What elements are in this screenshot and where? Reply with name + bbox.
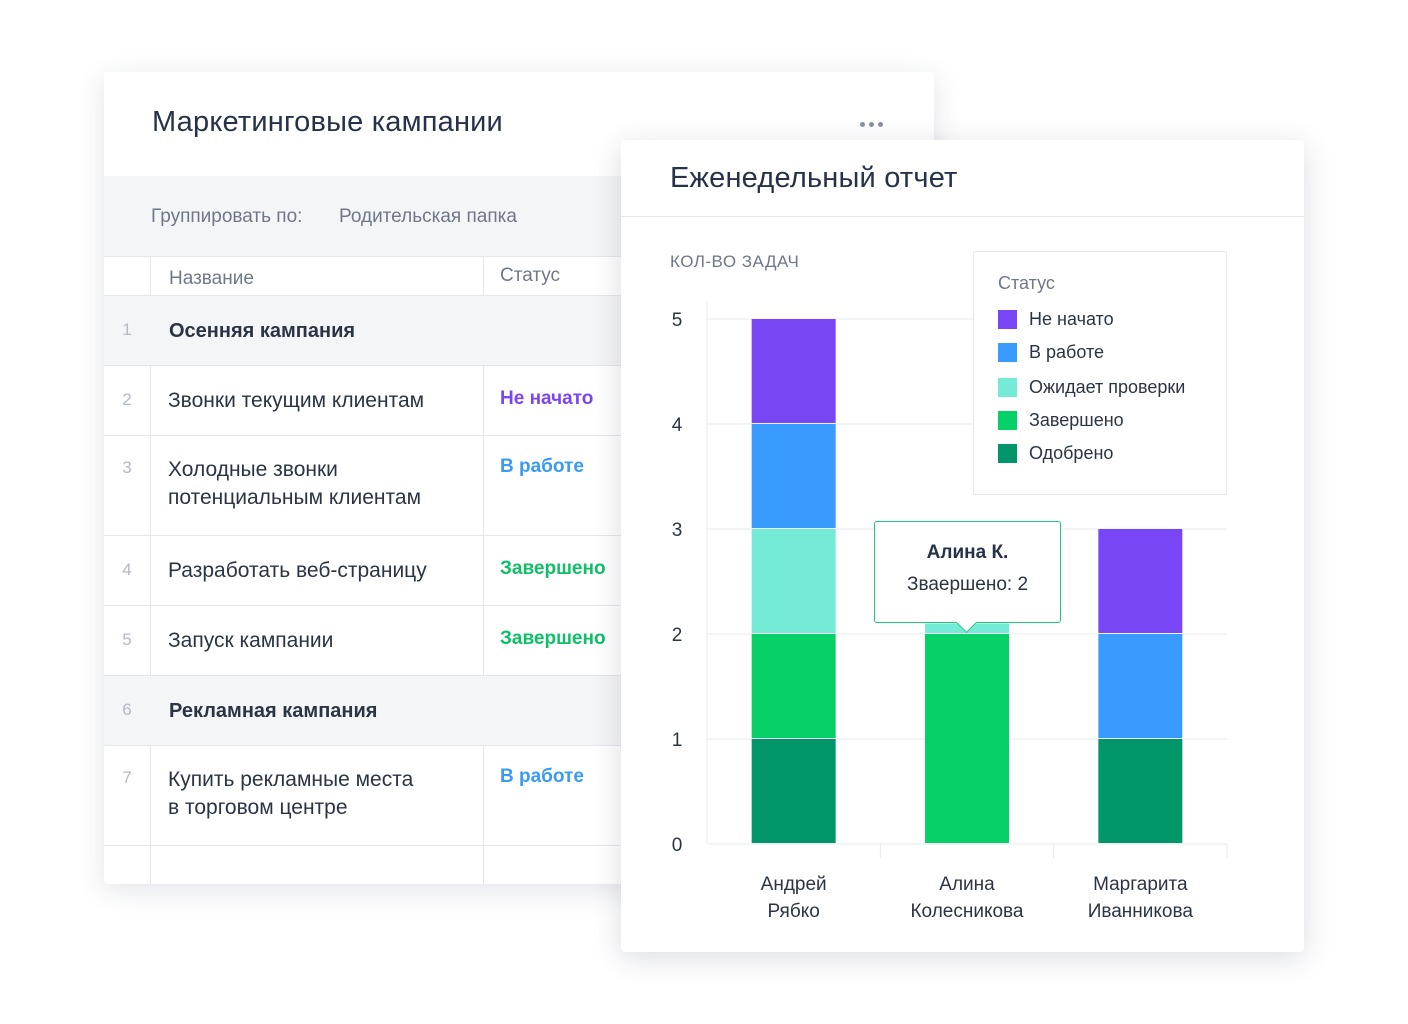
column-divider bbox=[483, 256, 484, 884]
row-number: 7 bbox=[122, 768, 132, 787]
legend-item[interactable]: Не начато bbox=[998, 309, 1114, 330]
x-tick-label: Рябко bbox=[768, 901, 820, 922]
group-by-label: Группировать по: bbox=[151, 206, 303, 227]
bar-segment bbox=[751, 634, 836, 738]
legend-label: Одобрено bbox=[1029, 443, 1114, 463]
legend-swatch bbox=[998, 310, 1017, 329]
stacked-bar-chart: 0 1 2 3 4 5 Андрей Рябко Алина Колесникова Маргари… bbox=[672, 301, 1228, 922]
title-divider bbox=[621, 216, 1304, 217]
task-name[interactable]: Холодные звонки потенциальным клиентам bbox=[168, 458, 422, 509]
group-name[interactable]: Осенняя кампания bbox=[169, 320, 356, 342]
row-number: 3 bbox=[122, 458, 132, 477]
y-tick-label: 4 bbox=[672, 415, 683, 436]
legend-swatch bbox=[998, 378, 1017, 397]
table-row[interactable]: 2 Звонки текущим клиентам Не начато bbox=[104, 365, 934, 435]
legend-label: Ожидает проверки bbox=[1029, 377, 1186, 397]
weekly-report-card: Еженедельный отчет КОЛ-ВО ЗАДАЧ 0 1 2 3 4 5 Ан… bbox=[621, 140, 1304, 952]
legend-item[interactable]: Ожидает проверки bbox=[998, 377, 1185, 398]
status-badge[interactable]: Не начато bbox=[500, 388, 594, 409]
legend-swatch bbox=[998, 411, 1017, 430]
bar-segment bbox=[1098, 529, 1183, 633]
table-row[interactable]: 5 Запуск кампании Завершено bbox=[104, 605, 934, 675]
task-name[interactable]: Звонки текущим клиентам bbox=[168, 389, 425, 412]
row-number: 5 bbox=[122, 630, 132, 649]
table-row[interactable]: 3 Холодные звонки потенциальным клиентам В… bbox=[104, 435, 934, 535]
task-name[interactable]: Разработать веб-страницу bbox=[168, 559, 427, 582]
row-number: 2 bbox=[122, 390, 132, 409]
legend-item[interactable]: Завершено bbox=[998, 410, 1124, 431]
legend-item[interactable]: В работе bbox=[998, 342, 1104, 363]
bar-segment bbox=[1098, 634, 1183, 738]
row-number: 6 bbox=[122, 700, 132, 719]
y-axis-label: КОЛ-ВО ЗАДАЧ bbox=[670, 252, 800, 271]
bar-segment bbox=[751, 529, 836, 633]
status-badge[interactable]: Завершено bbox=[500, 628, 606, 649]
bar-segment bbox=[751, 319, 836, 423]
y-tick-label: 5 bbox=[672, 310, 683, 331]
legend-swatch bbox=[998, 343, 1017, 362]
group-name[interactable]: Рекламная кампания bbox=[169, 700, 378, 722]
group-by-value[interactable]: Родительская папка bbox=[339, 206, 517, 227]
bar-segment bbox=[1098, 739, 1183, 843]
legend-item[interactable]: Одобрено bbox=[998, 443, 1113, 464]
tooltip-name: Алина К. bbox=[926, 542, 1009, 563]
empty-row[interactable] bbox=[104, 845, 934, 884]
bar-segment bbox=[751, 424, 836, 528]
more-horizontal-icon[interactable] bbox=[860, 116, 890, 132]
table-card-title: Маркетинговые кампании bbox=[152, 106, 503, 138]
x-tick-label: Маргарита bbox=[1093, 874, 1188, 895]
y-tick-label: 2 bbox=[672, 625, 683, 646]
table-row[interactable]: 4 Разработать веб-страницу Завершено bbox=[104, 535, 934, 605]
task-name[interactable]: Запуск кампании bbox=[168, 629, 334, 652]
y-tick-label: 0 bbox=[672, 835, 683, 856]
column-divider bbox=[150, 256, 151, 884]
chart-card-title: Еженедельный отчет bbox=[670, 162, 958, 194]
x-tick-label: Колесникова bbox=[910, 901, 1023, 922]
y-tick-label: 1 bbox=[672, 730, 683, 751]
table-header-row: Название Статус bbox=[104, 256, 934, 295]
row-number: 1 bbox=[122, 320, 132, 339]
y-tick-label: 3 bbox=[672, 520, 683, 541]
status-badge[interactable]: В работе bbox=[500, 766, 584, 787]
legend-swatch bbox=[998, 444, 1017, 463]
column-header-name[interactable]: Название bbox=[169, 268, 254, 289]
legend-label: Не начато bbox=[1029, 309, 1114, 329]
table-row[interactable]: 7 Купить рекламные места в торговом центр… bbox=[104, 745, 934, 845]
x-tick-label: Андрей bbox=[761, 874, 827, 895]
bar-segment bbox=[925, 634, 1009, 843]
tooltip-value: Зваершено: 2 bbox=[906, 574, 1029, 595]
legend-label: Завершено bbox=[1029, 410, 1124, 430]
x-tick-label: Иванникова bbox=[1088, 901, 1194, 922]
column-header-status[interactable]: Статус bbox=[500, 265, 561, 286]
bar-segment bbox=[751, 739, 836, 843]
legend-title: Статус bbox=[998, 273, 1055, 293]
chart-legend: Статус Не начато В работе Ожидает проверки… bbox=[973, 251, 1227, 495]
legend-label: В работе bbox=[1029, 342, 1105, 362]
status-badge[interactable]: В работе bbox=[500, 456, 584, 477]
task-name[interactable]: Купить рекламные места в торговом центре bbox=[168, 768, 414, 819]
bar-tooltip: Алина К. Зваершено: 2 bbox=[874, 521, 1061, 634]
row-number: 4 bbox=[122, 560, 132, 579]
x-tick-label: Алина bbox=[939, 874, 995, 895]
status-badge[interactable]: Завершено bbox=[500, 558, 606, 579]
